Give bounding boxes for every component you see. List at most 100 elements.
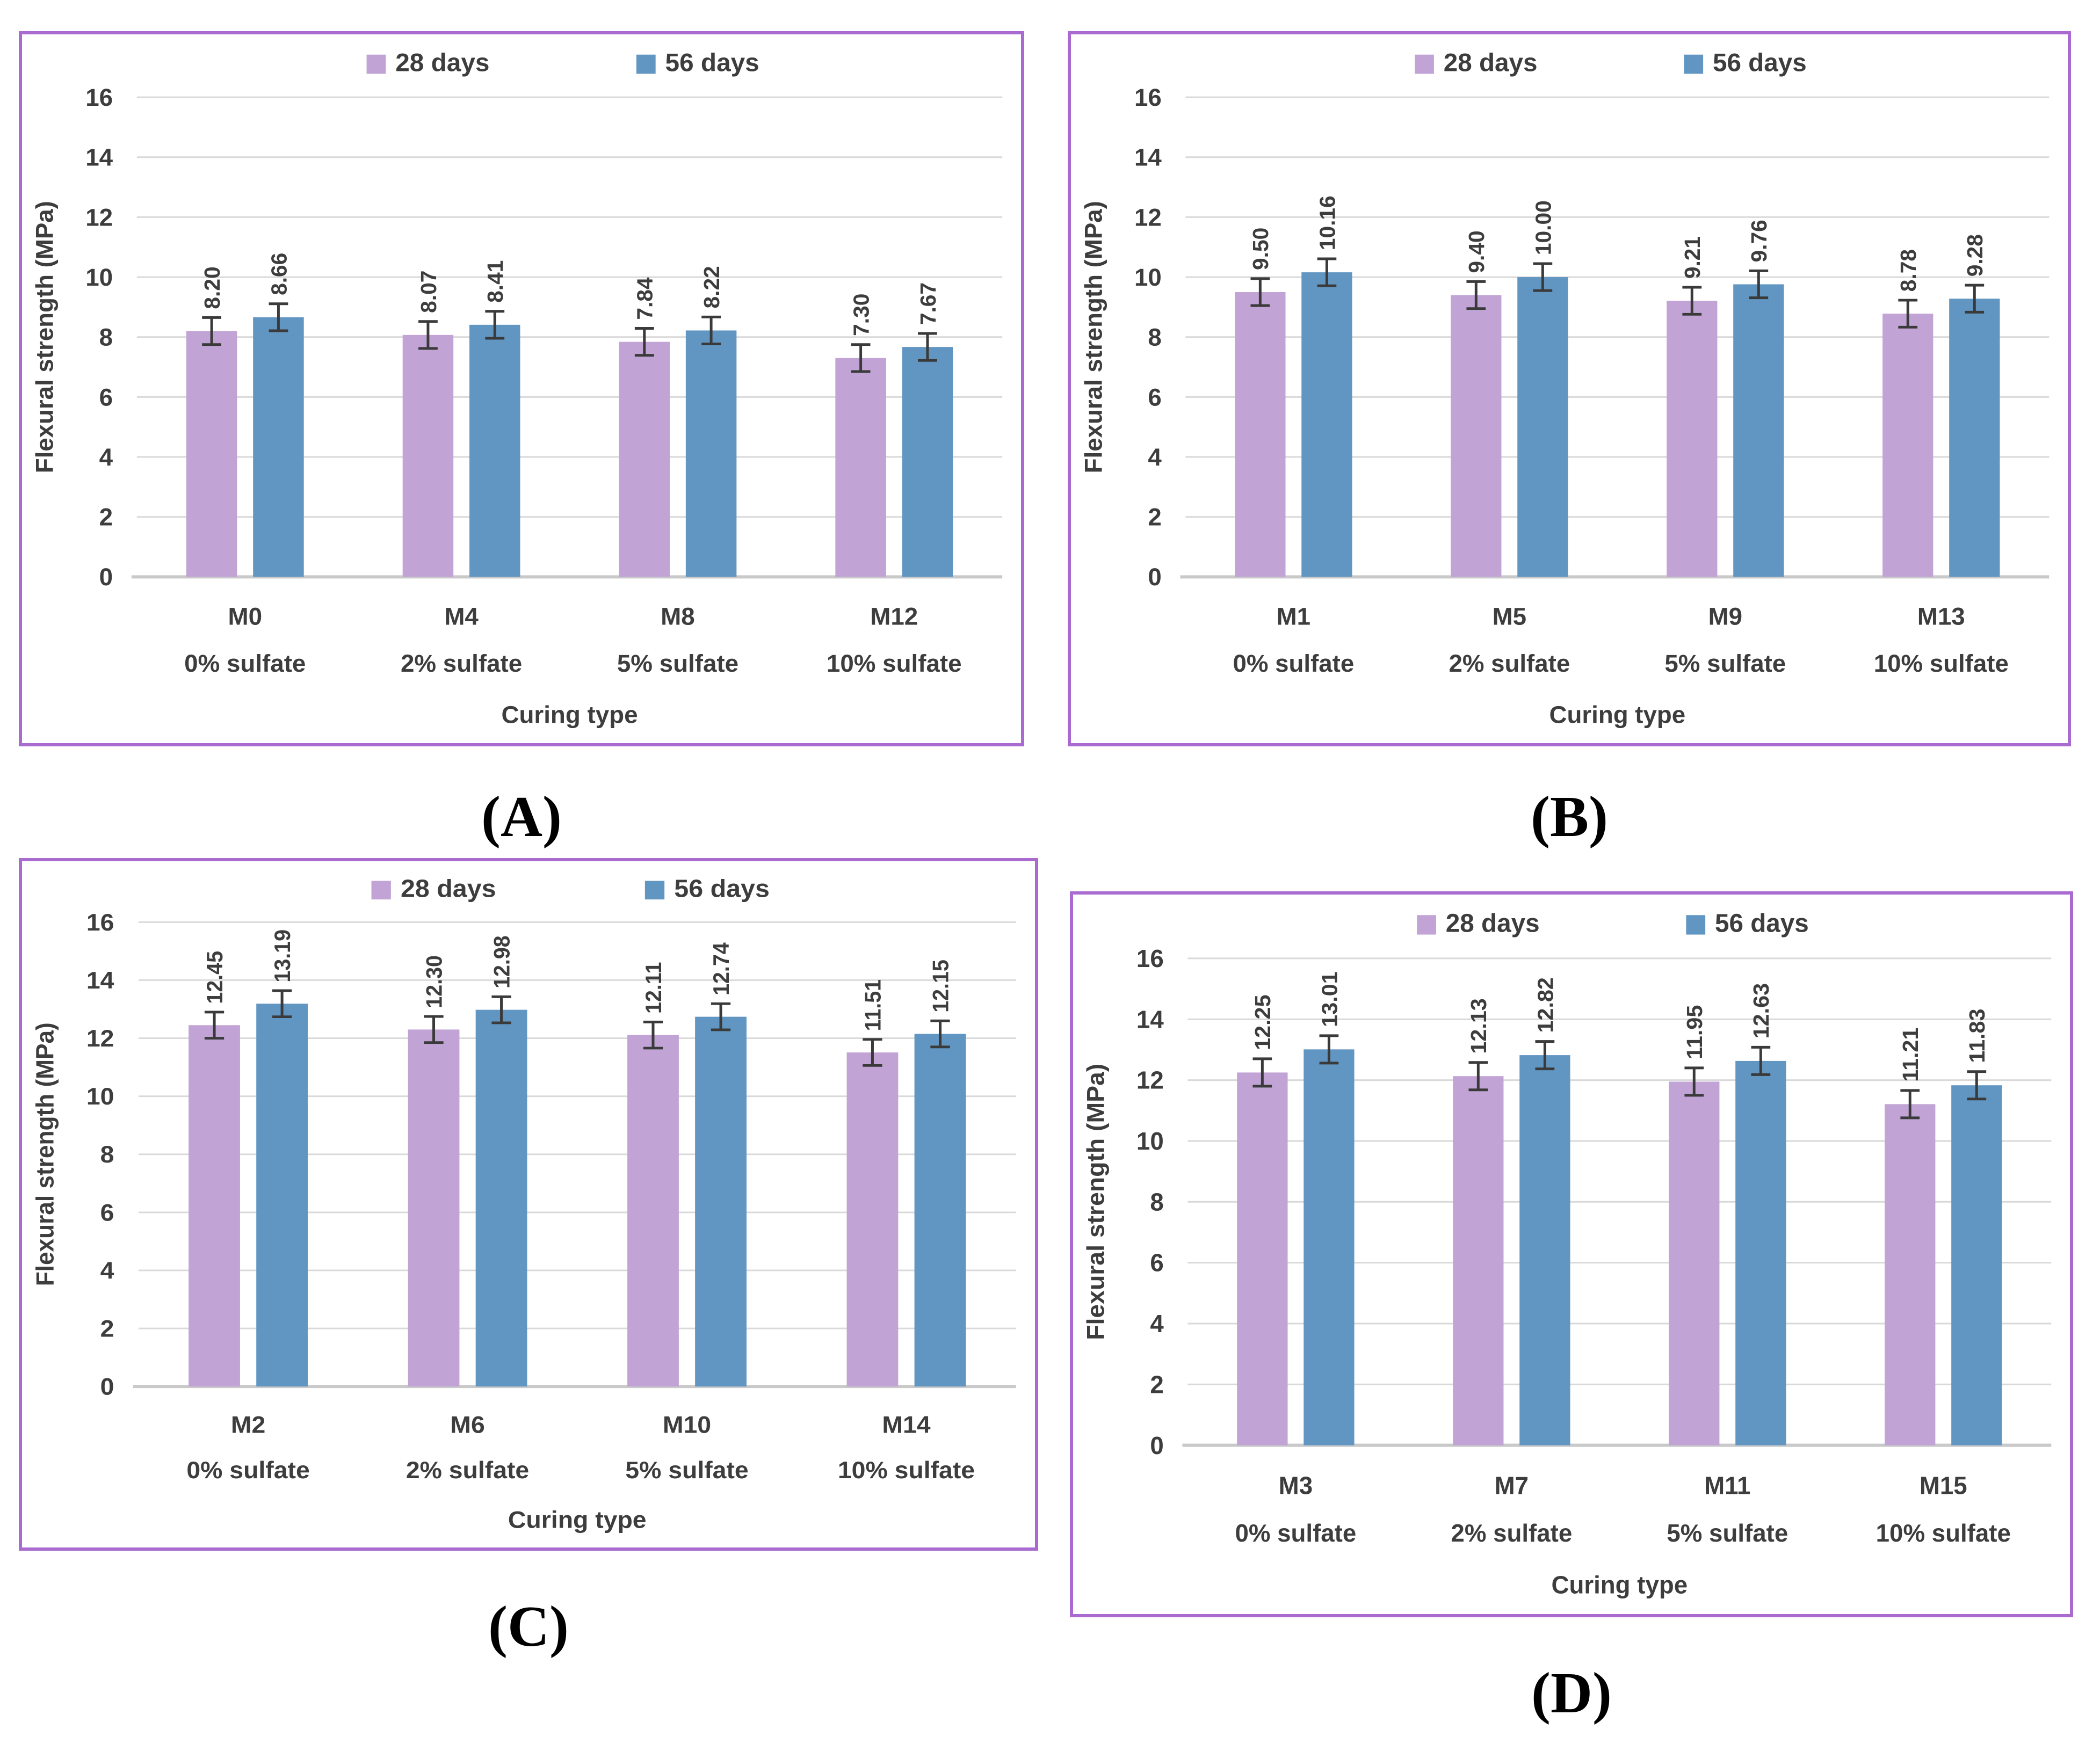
bar-value-label: 7.67 xyxy=(916,282,940,325)
bar-28-days-m7 xyxy=(1453,1076,1504,1445)
bar-56-days-m7 xyxy=(1519,1055,1570,1445)
bar-56-days-m10 xyxy=(695,1016,747,1387)
legend-label: 56 days xyxy=(674,875,770,903)
bar-value-label: 8.78 xyxy=(1896,249,1921,292)
bar-value-label: 12.74 xyxy=(708,942,734,995)
bar-28-days-m15 xyxy=(1885,1104,1936,1445)
bar-value-label: 12.98 xyxy=(489,935,515,989)
x-category-mix-label: M6 xyxy=(450,1412,484,1438)
legend-swatch-28-days xyxy=(366,54,386,74)
bar-value-label: 12.15 xyxy=(928,960,953,1013)
x-category-mix-label: M13 xyxy=(1917,603,1965,630)
x-category-sulfate-label: 10% sulfate xyxy=(1874,650,2009,677)
bar-28-days-m13 xyxy=(1882,314,1934,577)
x-category-sulfate-label: 0% sulfate xyxy=(1233,650,1354,677)
y-tick-label: 6 xyxy=(1150,1248,1163,1276)
x-category-sulfate-label: 0% sulfate xyxy=(186,1457,309,1484)
legend-swatch-56-days xyxy=(636,54,656,74)
legend-label: 28 days xyxy=(395,49,489,77)
x-category-mix-label: M4 xyxy=(444,603,479,630)
bar-value-label: 11.51 xyxy=(860,979,886,1031)
bar-value-label: 8.22 xyxy=(699,266,724,308)
bar-56-days-m8 xyxy=(685,330,737,577)
bar-value-label: 9.21 xyxy=(1680,236,1705,279)
figure-panel-c: 0 2 4 6 8 10 12 14 16 28 days 56 days 12.45 13.19 M2 0… xyxy=(19,858,1038,1656)
x-category-mix-label: M12 xyxy=(870,603,918,630)
bar-56-days-m9 xyxy=(1733,284,1784,577)
y-tick-label: 10 xyxy=(1134,264,1162,291)
figure-panel-d: 0 2 4 6 8 10 12 14 16 28 days 56 days 12.25 13.01 M3 0… xyxy=(1070,891,2073,1723)
y-tick-label: 6 xyxy=(100,1199,114,1226)
y-tick-label: 12 xyxy=(85,204,113,231)
legend-swatch-28-days xyxy=(371,881,391,900)
x-category-sulfate-label: 2% sulfate xyxy=(401,650,522,677)
bar-56-days-m1 xyxy=(1301,272,1352,577)
panel-b-caption: (B) xyxy=(1531,785,1608,849)
y-tick-label: 4 xyxy=(100,1257,114,1284)
bar-56-days-m13 xyxy=(1949,299,2000,577)
panel-a-bar-chart: 0 2 4 6 8 10 12 14 16 28 days 56 days 8.20 8.66 M0 0% … xyxy=(31,49,1003,728)
legend-swatch-28-days xyxy=(1417,915,1436,935)
y-tick-label: 16 xyxy=(1134,84,1162,111)
x-axis-title: Curing type xyxy=(501,701,638,728)
bar-value-label: 8.41 xyxy=(483,260,508,303)
y-tick-label: 4 xyxy=(1150,1310,1164,1338)
y-tick-label: 12 xyxy=(1134,204,1162,231)
bar-56-days-m12 xyxy=(902,347,953,577)
y-tick-label: 8 xyxy=(1148,324,1161,351)
figure-panel-b: 0 2 4 6 8 10 12 14 16 28 days 56 days 9.50 10.16 M1 0%… xyxy=(1068,31,2071,846)
bar-value-label: 8.07 xyxy=(416,271,441,313)
x-category-mix-label: M7 xyxy=(1495,1471,1529,1499)
bar-value-label: 13.19 xyxy=(270,929,295,983)
y-tick-label: 0 xyxy=(100,1374,114,1400)
x-category-mix-label: M2 xyxy=(231,1412,265,1438)
bar-value-label: 7.30 xyxy=(849,294,873,336)
x-category-mix-label: M8 xyxy=(661,603,695,630)
x-category-sulfate-label: 10% sulfate xyxy=(827,650,962,677)
y-tick-label: 10 xyxy=(85,264,113,291)
panel-d-bar-chart: 0 2 4 6 8 10 12 14 16 28 days 56 days 12.25 13.01 M3 0… xyxy=(1082,909,2052,1599)
y-tick-label: 12 xyxy=(86,1025,114,1052)
x-axis-title: Curing type xyxy=(1549,701,1686,728)
bar-value-label: 12.45 xyxy=(202,951,227,1004)
panel-b-bar-chart: 0 2 4 6 8 10 12 14 16 28 days 56 days 9.50 10.16 M1 0%… xyxy=(1080,48,2050,728)
panel-a-chart-frame: 0 2 4 6 8 10 12 14 16 28 days 56 days 8.20 8.66 M0 0% … xyxy=(19,31,1024,746)
panel-d-chart-frame: 0 2 4 6 8 10 12 14 16 28 days 56 days 12.25 13.01 M3 0… xyxy=(1070,891,2073,1617)
bar-28-days-m5 xyxy=(1451,295,1502,577)
panel-c-chart-frame: 0 2 4 6 8 10 12 14 16 28 days 56 days 12.45 13.19 M2 0… xyxy=(19,858,1038,1551)
bar-56-days-m2 xyxy=(256,1004,308,1387)
bar-value-label: 8.66 xyxy=(266,253,291,295)
bar-value-label: 10.16 xyxy=(1315,195,1339,250)
y-tick-label: 2 xyxy=(99,504,113,531)
x-category-mix-label: M0 xyxy=(228,603,262,630)
y-tick-label: 6 xyxy=(99,383,113,411)
bar-value-label: 12.63 xyxy=(1749,983,1774,1038)
bar-value-label: 8.20 xyxy=(200,266,225,309)
y-tick-label: 10 xyxy=(1136,1127,1164,1155)
bar-28-days-m11 xyxy=(1669,1081,1720,1445)
y-tick-label: 14 xyxy=(85,144,113,171)
bar-value-label: 9.50 xyxy=(1248,228,1273,270)
legend-label: 28 days xyxy=(1446,909,1540,938)
bar-28-days-m0 xyxy=(186,331,237,577)
legend-label: 28 days xyxy=(401,875,496,903)
y-tick-label: 8 xyxy=(1150,1188,1163,1216)
y-tick-label: 0 xyxy=(1148,563,1161,591)
y-axis-title: Flexural strength (MPa) xyxy=(1082,1064,1110,1340)
x-category-mix-label: M1 xyxy=(1277,603,1310,630)
bar-value-label: 10.00 xyxy=(1531,200,1555,255)
y-tick-label: 2 xyxy=(1150,1370,1163,1398)
bar-56-days-m6 xyxy=(475,1009,527,1387)
y-tick-label: 0 xyxy=(1150,1431,1163,1459)
bar-28-days-m9 xyxy=(1667,301,1718,577)
y-tick-label: 4 xyxy=(1148,444,1162,471)
y-tick-label: 8 xyxy=(100,1141,114,1168)
x-category-sulfate-label: 5% sulfate xyxy=(1664,650,1786,677)
x-category-sulfate-label: 5% sulfate xyxy=(625,1457,748,1484)
y-axis-title: Flexural strength (MPa) xyxy=(31,201,59,473)
bar-28-days-m1 xyxy=(1235,292,1286,577)
bar-56-days-m14 xyxy=(914,1034,966,1387)
x-category-sulfate-label: 0% sulfate xyxy=(184,650,306,677)
y-tick-label: 14 xyxy=(1136,1005,1164,1033)
bar-56-days-m15 xyxy=(1951,1085,2002,1445)
